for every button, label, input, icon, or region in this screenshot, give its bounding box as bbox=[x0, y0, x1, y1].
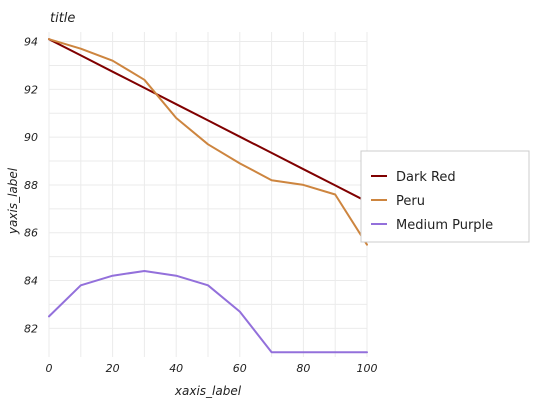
series-line bbox=[48, 38, 368, 246]
x-axis-ticks: 0 20 40 60 80 100 bbox=[46, 362, 378, 375]
legend-label: Dark Red bbox=[396, 170, 456, 185]
y-tick-label: 84 bbox=[24, 275, 38, 288]
x-tick-label: 0 bbox=[46, 362, 53, 375]
y-tick-label: 82 bbox=[24, 322, 38, 335]
x-tick-label: 60 bbox=[233, 362, 247, 375]
legend-label: Medium Purple bbox=[396, 218, 493, 233]
y-tick-label: 94 bbox=[24, 36, 38, 49]
legend: Dark Red Peru Medium Purple bbox=[360, 150, 530, 243]
y-tick-label: 92 bbox=[24, 83, 38, 96]
series-line bbox=[48, 270, 368, 354]
x-axis-label: xaxis_label bbox=[174, 384, 242, 398]
x-tick-label: 20 bbox=[106, 362, 120, 375]
grid bbox=[48, 32, 368, 357]
legend-box bbox=[360, 150, 530, 243]
x-tick-label: 40 bbox=[169, 362, 183, 375]
series-line bbox=[48, 38, 368, 203]
legend-label: Peru bbox=[396, 194, 425, 209]
x-tick-label: 100 bbox=[357, 362, 378, 375]
y-tick-label: 88 bbox=[24, 179, 38, 192]
y-axis-ticks: 82 84 86 88 90 92 94 bbox=[24, 36, 38, 336]
series-lines bbox=[48, 38, 368, 354]
x-tick-label: 80 bbox=[296, 362, 310, 375]
y-tick-label: 86 bbox=[24, 227, 38, 240]
y-axis-label: yaxis_label bbox=[6, 167, 20, 235]
y-tick-label: 90 bbox=[24, 131, 38, 144]
chart-title: title bbox=[50, 11, 75, 26]
